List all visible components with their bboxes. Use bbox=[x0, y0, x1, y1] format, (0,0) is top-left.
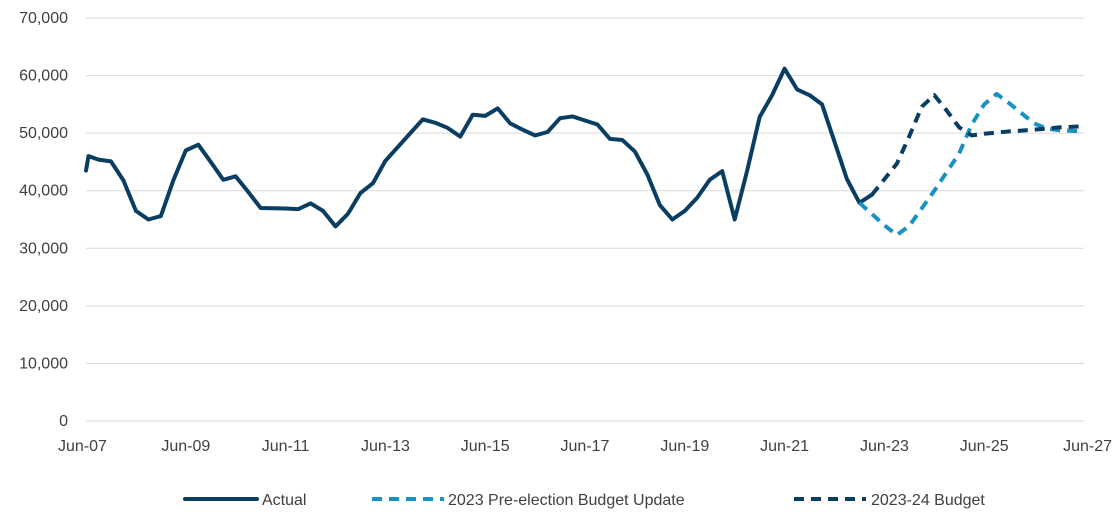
x-tick-label: Jun-19 bbox=[660, 438, 709, 455]
y-tick-label: 20,000 bbox=[19, 298, 68, 315]
y-tick-label: 50,000 bbox=[19, 125, 68, 142]
y-tick-label: 60,000 bbox=[19, 68, 68, 85]
x-tick-label: Jun-25 bbox=[960, 438, 1009, 455]
x-axis-labels: Jun-07 Jun-09 Jun-11 Jun-13 Jun-15 Jun-17 Jun-… bbox=[58, 438, 1112, 455]
legend: Actual 2023 Pre-election Budget Update 202… bbox=[183, 492, 985, 509]
y-tick-label: 30,000 bbox=[19, 240, 68, 257]
x-tick-label: Jun-07 bbox=[58, 438, 107, 455]
gridlines bbox=[86, 17, 1084, 422]
y-axis-labels: 0 10,000 20,000 30,000 40,000 50,000 60,000 70,… bbox=[19, 10, 68, 430]
y-tick-label: 70,000 bbox=[19, 10, 68, 27]
series-line-2 bbox=[858, 91, 1085, 238]
x-tick-label: Jun-15 bbox=[461, 438, 510, 455]
y-tick-label: 10,000 bbox=[19, 355, 68, 372]
y-tick-label: 0 bbox=[59, 413, 68, 430]
x-tick-label: Jun-23 bbox=[860, 438, 909, 455]
x-tick-label: Jun-11 bbox=[262, 438, 310, 455]
x-tick-label: Jun-21 bbox=[760, 438, 809, 455]
legend-label-1: Actual bbox=[262, 492, 306, 509]
series-line-1 bbox=[84, 66, 874, 229]
legend-label-2: 2023 Pre-election Budget Update bbox=[448, 492, 685, 509]
x-tick-label: Jun-09 bbox=[161, 438, 210, 455]
series-line-3 bbox=[870, 93, 1085, 196]
x-tick-label: Jun-13 bbox=[361, 438, 410, 455]
y-tick-label: 40,000 bbox=[19, 183, 68, 200]
x-tick-label: Jun-27 bbox=[1063, 438, 1112, 455]
legend-label-3: 2023-24 Budget bbox=[871, 492, 985, 509]
series-lines bbox=[84, 66, 1085, 238]
x-tick-label: Jun-17 bbox=[561, 438, 610, 455]
